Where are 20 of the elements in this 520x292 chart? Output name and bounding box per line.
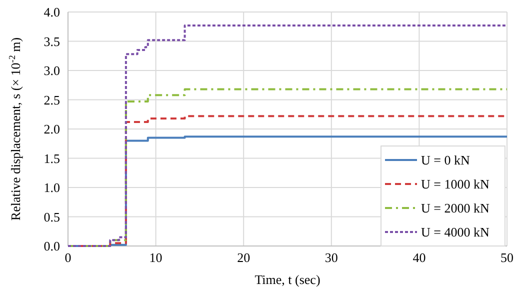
x-tick-label: 50	[500, 250, 514, 265]
x-tick-label: 20	[237, 250, 250, 265]
x-tick-label: 0	[64, 250, 72, 265]
y-tick-label: 1.5	[44, 150, 60, 166]
y-tick-label: 2.0	[44, 122, 60, 136]
y-tick-label: 1.0	[44, 180, 60, 195]
legend-label: U = 4000 kN	[421, 224, 490, 240]
x-tick-label: 10	[149, 250, 162, 265]
y-tick-label: 3.0	[44, 63, 60, 78]
y-tick-label: 3.5	[44, 34, 60, 49]
y-tick-label: 4.0	[44, 4, 60, 20]
x-axis-title: Time, t (sec)	[254, 272, 320, 287]
legend-label: U = 1000 kN	[421, 176, 490, 192]
x-tick-label: 30	[324, 250, 338, 265]
legend-label: U = 2000 kN	[421, 200, 490, 216]
legend-label: U = 0 kN	[421, 152, 470, 168]
y-tick-label: 2.5	[44, 92, 60, 108]
y-tick-label: 0.5	[44, 209, 60, 224]
y-tick-label: 0.0	[44, 238, 60, 254]
x-tick-label: 40	[412, 250, 426, 265]
